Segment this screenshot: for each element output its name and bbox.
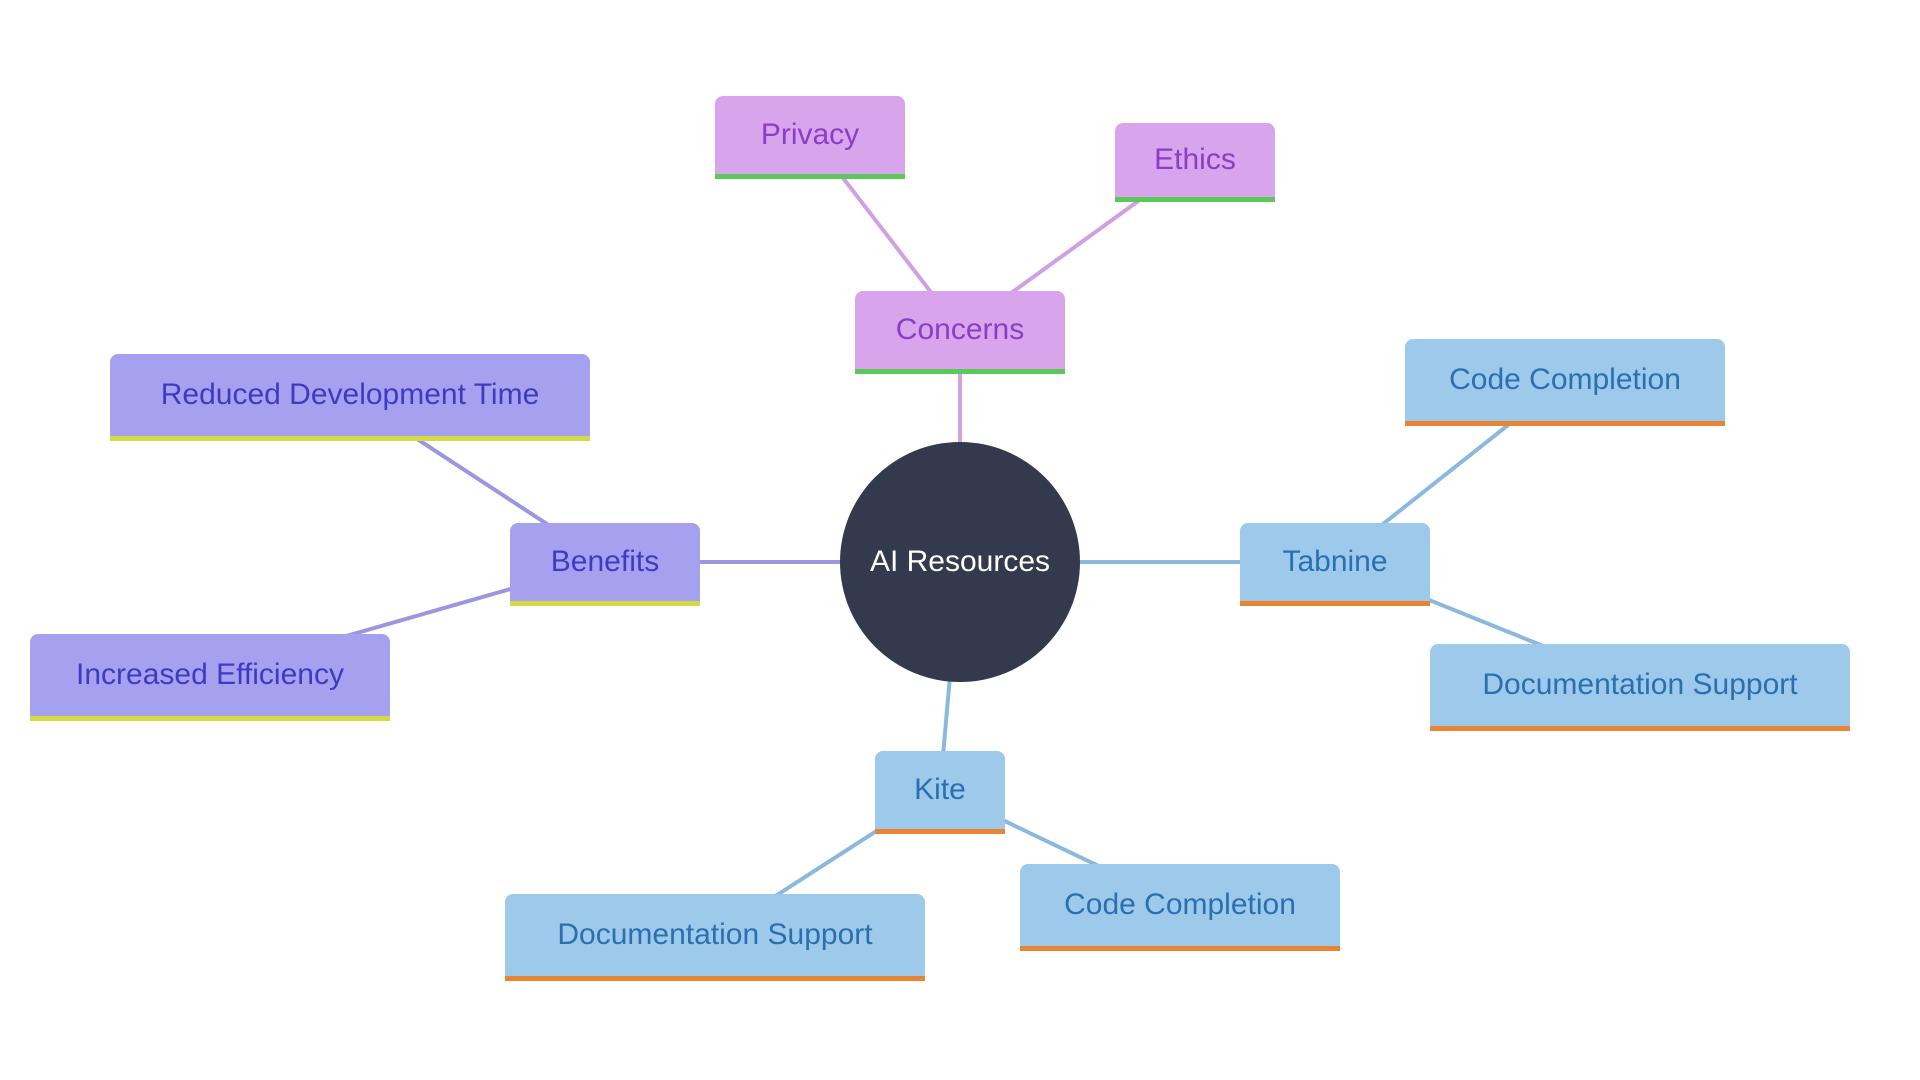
node-tabnine: Tabnine xyxy=(1240,523,1430,601)
node-label-tab_doc: Documentation Support xyxy=(1482,668,1797,702)
center-label: AI Resources xyxy=(870,545,1050,579)
node-label-kite_doc: Documentation Support xyxy=(557,918,872,952)
node-underline-tabnine xyxy=(1240,601,1430,606)
node-label-tabnine: Tabnine xyxy=(1282,545,1387,579)
node-underline-ethics xyxy=(1115,197,1275,202)
node-underline-benefits xyxy=(510,601,700,606)
node-underline-kite xyxy=(875,829,1005,834)
node-label-concerns: Concerns xyxy=(896,313,1024,347)
node-underline-concerns xyxy=(855,369,1065,374)
node-underline-reduced_time xyxy=(110,436,590,441)
node-reduced_time: Reduced Development Time xyxy=(110,354,590,436)
node-underline-tab_doc xyxy=(1430,726,1850,731)
node-ethics: Ethics xyxy=(1115,123,1275,197)
node-underline-tab_code_comp xyxy=(1405,421,1725,426)
node-kite: Kite xyxy=(875,751,1005,829)
node-underline-privacy xyxy=(715,174,905,179)
node-tab_doc: Documentation Support xyxy=(1430,644,1850,726)
node-concerns: Concerns xyxy=(855,291,1065,369)
node-label-privacy: Privacy xyxy=(761,118,859,152)
node-label-kite: Kite xyxy=(914,773,966,807)
diagram-canvas: AI Resources Concerns Privacy Ethics Benefi… xyxy=(0,0,1920,1080)
node-label-kite_code_comp: Code Completion xyxy=(1064,888,1296,922)
node-underline-kite_doc xyxy=(505,976,925,981)
node-kite_code_comp: Code Completion xyxy=(1020,864,1340,946)
node-label-increased_eff: Increased Efficiency xyxy=(76,658,344,692)
node-underline-increased_eff xyxy=(30,716,390,721)
node-label-ethics: Ethics xyxy=(1154,143,1236,177)
node-label-benefits: Benefits xyxy=(551,545,659,579)
center-node: AI Resources xyxy=(840,442,1080,682)
node-benefits: Benefits xyxy=(510,523,700,601)
node-tab_code_comp: Code Completion xyxy=(1405,339,1725,421)
node-label-tab_code_comp: Code Completion xyxy=(1449,363,1681,397)
node-privacy: Privacy xyxy=(715,96,905,174)
node-underline-kite_code_comp xyxy=(1020,946,1340,951)
node-label-reduced_time: Reduced Development Time xyxy=(161,378,540,412)
node-kite_doc: Documentation Support xyxy=(505,894,925,976)
node-increased_eff: Increased Efficiency xyxy=(30,634,390,716)
